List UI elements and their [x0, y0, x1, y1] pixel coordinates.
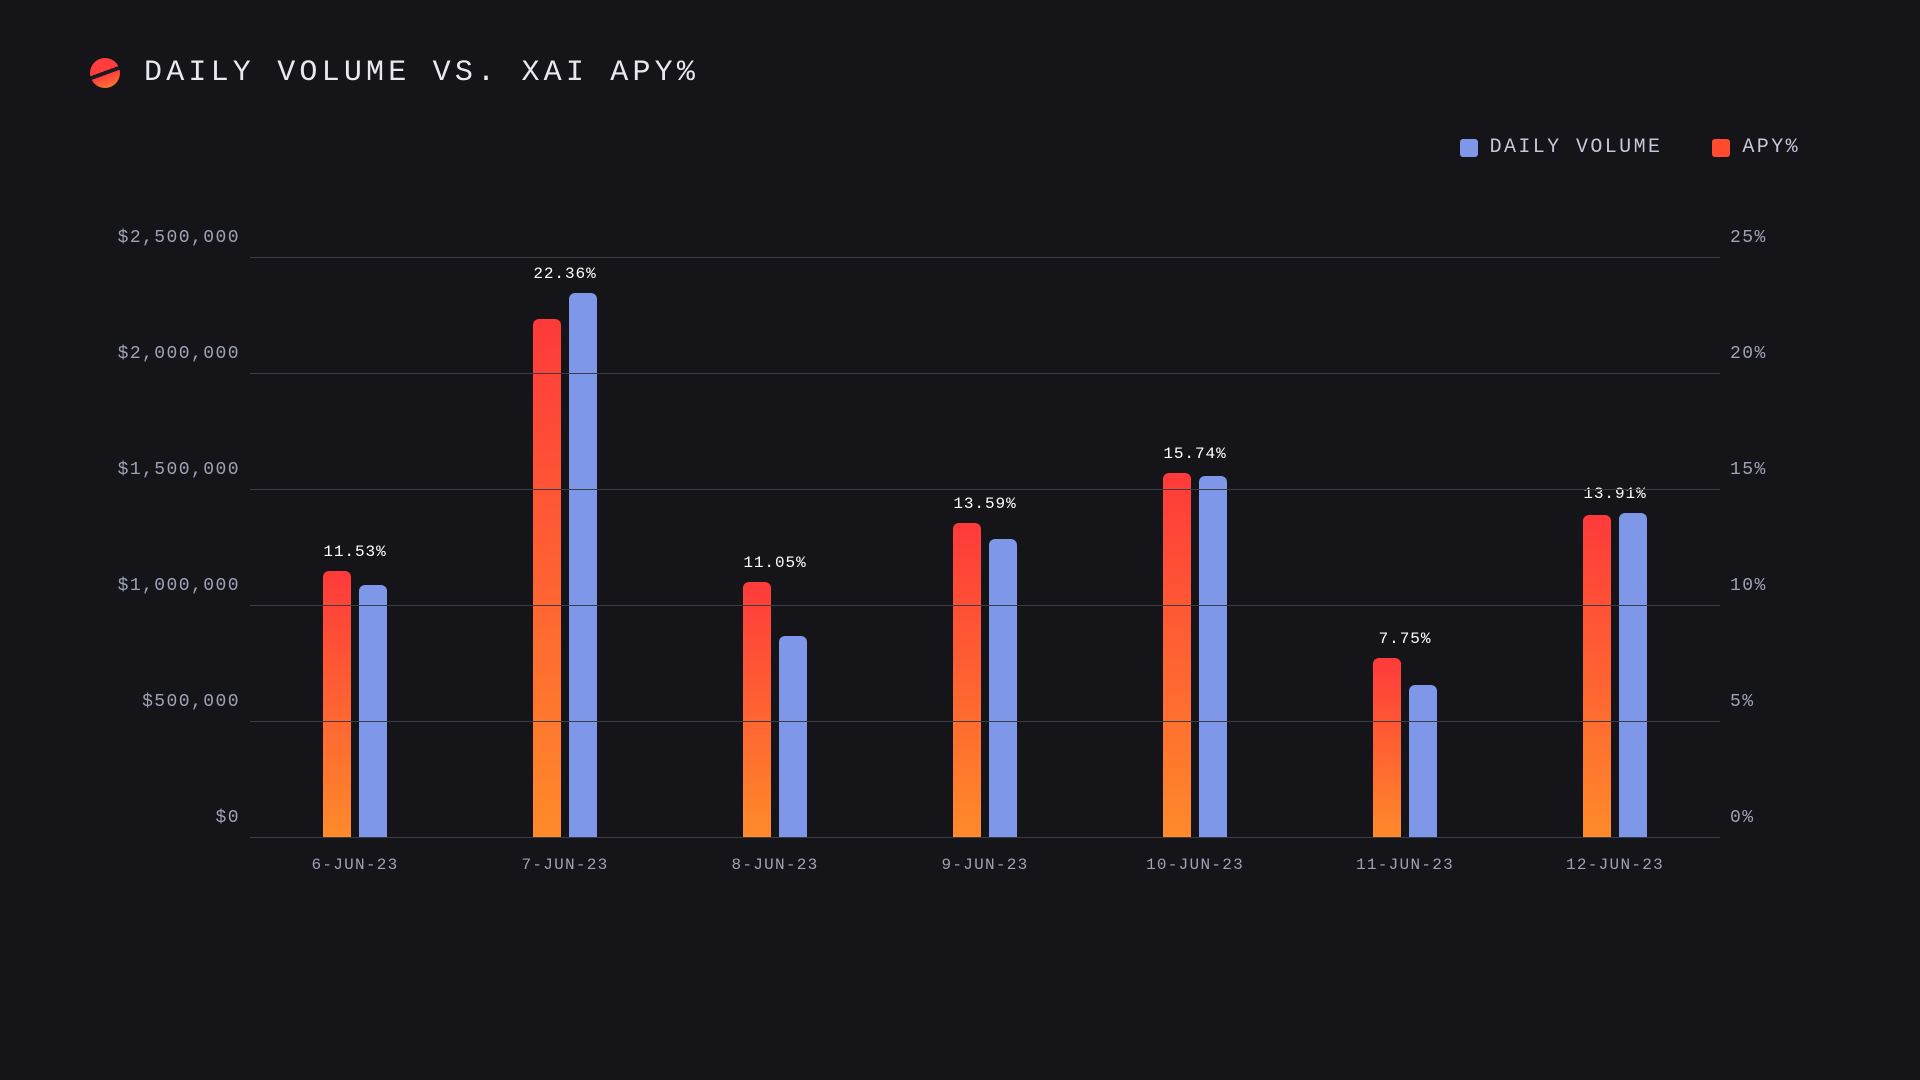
bar-volume	[569, 293, 597, 838]
legend-swatch-volume	[1460, 139, 1478, 157]
gridline	[250, 257, 1720, 258]
bar-value-label: 22.36%	[533, 265, 596, 283]
bar-apy	[323, 571, 351, 838]
bar-group: 11.05%8-JUN-23	[670, 258, 880, 838]
bar-volume	[1409, 685, 1437, 838]
bar-group: 22.36%7-JUN-23	[460, 258, 670, 838]
y-right-tick: 20%	[1730, 344, 1800, 364]
bar-apy	[953, 523, 981, 838]
legend-label-volume: DAILY VOLUME	[1490, 136, 1663, 159]
bar-apy	[533, 319, 561, 838]
bar-apy	[1163, 473, 1191, 838]
bar-group: 11.53%6-JUN-23	[250, 258, 460, 838]
gridline	[250, 837, 1720, 838]
bar-group: 15.74%10-JUN-23	[1090, 258, 1300, 838]
bar-apy	[743, 582, 771, 838]
bar-volume	[989, 539, 1017, 838]
y-right-tick: 15%	[1730, 460, 1800, 480]
y-left-tick: $1,000,000	[90, 576, 240, 596]
y-left-tick: $500,000	[90, 692, 240, 712]
y-right-tick: 10%	[1730, 576, 1800, 596]
x-axis-label: 8-JUN-23	[731, 856, 818, 874]
gridline	[250, 721, 1720, 722]
header: DAILY VOLUME VS. XAI APY%	[90, 56, 1830, 90]
bar-value-label: 7.75%	[1379, 630, 1432, 648]
chart-frame: DAILY VOLUME VS. XAI APY% DAILY VOLUME A…	[0, 0, 1920, 1080]
bar-volume	[779, 636, 807, 838]
x-axis-label: 12-JUN-23	[1566, 856, 1664, 874]
x-axis-label: 6-JUN-23	[311, 856, 398, 874]
x-axis-label: 10-JUN-23	[1146, 856, 1244, 874]
x-axis-label: 7-JUN-23	[521, 856, 608, 874]
x-axis-label: 11-JUN-23	[1356, 856, 1454, 874]
y-right-tick: 25%	[1730, 228, 1800, 248]
legend: DAILY VOLUME APY%	[1460, 136, 1800, 159]
bar-value-label: 13.91%	[1583, 485, 1646, 503]
legend-item-apy: APY%	[1712, 136, 1800, 159]
y-left-tick: $1,500,000	[90, 460, 240, 480]
y-left-tick: $0	[90, 808, 240, 828]
bars-container: 11.53%6-JUN-2322.36%7-JUN-2311.05%8-JUN-…	[250, 258, 1720, 838]
plot-area: 11.53%6-JUN-2322.36%7-JUN-2311.05%8-JUN-…	[250, 258, 1720, 838]
bar-value-label: 11.53%	[323, 543, 386, 561]
bar-group: 13.91%12-JUN-23	[1510, 258, 1720, 838]
gridline	[250, 489, 1720, 490]
y-right-tick: 5%	[1730, 692, 1800, 712]
chart-title: DAILY VOLUME VS. XAI APY%	[144, 56, 699, 90]
bar-volume	[359, 585, 387, 838]
bar-apy	[1373, 658, 1401, 838]
x-axis-label: 9-JUN-23	[941, 856, 1028, 874]
bar-volume	[1619, 513, 1647, 838]
bar-value-label: 15.74%	[1163, 445, 1226, 463]
gridline	[250, 605, 1720, 606]
chart-area: 11.53%6-JUN-2322.36%7-JUN-2311.05%8-JUN-…	[90, 258, 1800, 898]
bar-value-label: 13.59%	[953, 495, 1016, 513]
legend-item-volume: DAILY VOLUME	[1460, 136, 1663, 159]
logo-icon	[90, 58, 120, 88]
legend-swatch-apy	[1712, 139, 1730, 157]
gridline	[250, 373, 1720, 374]
y-right-tick: 0%	[1730, 808, 1800, 828]
y-left-tick: $2,500,000	[90, 228, 240, 248]
y-left-tick: $2,000,000	[90, 344, 240, 364]
legend-label-apy: APY%	[1742, 136, 1800, 159]
bar-apy	[1583, 515, 1611, 838]
bar-group: 7.75%11-JUN-23	[1300, 258, 1510, 838]
bar-value-label: 11.05%	[743, 554, 806, 572]
bar-group: 13.59%9-JUN-23	[880, 258, 1090, 838]
bar-volume	[1199, 476, 1227, 838]
